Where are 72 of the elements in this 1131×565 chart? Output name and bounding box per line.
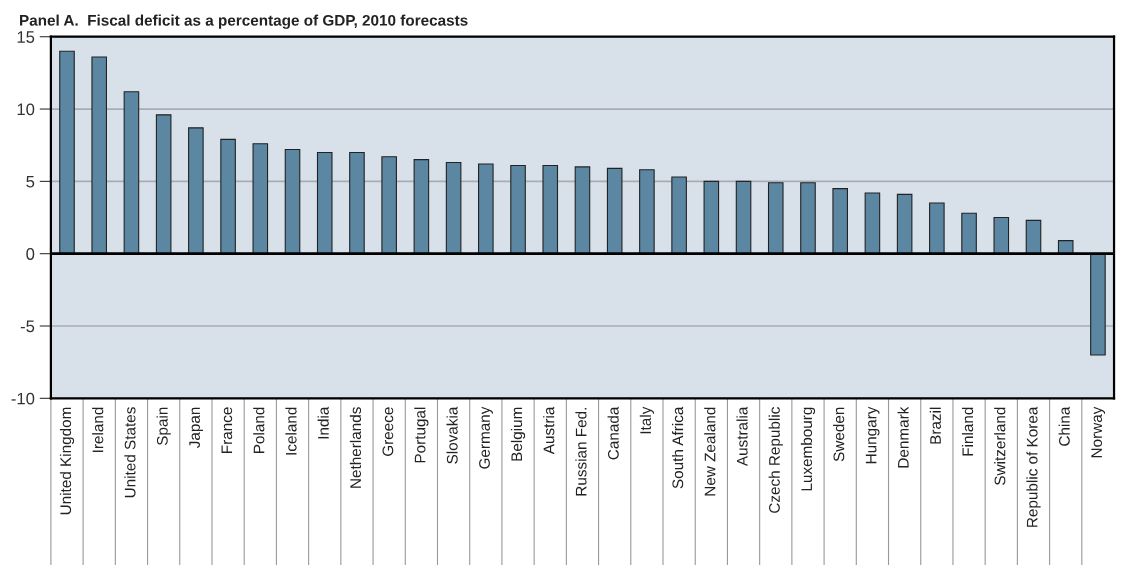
bar bbox=[864, 192, 881, 255]
bar bbox=[929, 202, 945, 255]
bar bbox=[510, 164, 526, 255]
x-tick-label: Poland bbox=[253, 407, 265, 453]
bar bbox=[349, 151, 365, 255]
x-tick-label: Germany bbox=[479, 406, 493, 469]
bar bbox=[413, 159, 430, 255]
x-tick-label: China bbox=[1058, 406, 1070, 446]
x-tick-label: Czech Republic bbox=[768, 407, 783, 513]
y-tick-label: 15 bbox=[17, 31, 35, 43]
y-tick-label: 10 bbox=[17, 103, 35, 116]
x-tick-label: United Kingdom bbox=[59, 407, 75, 515]
bar bbox=[703, 180, 720, 255]
bar bbox=[832, 188, 848, 255]
bar bbox=[735, 180, 752, 255]
y-tick-label: 0 bbox=[26, 248, 35, 260]
bar bbox=[671, 176, 687, 255]
bar bbox=[91, 56, 108, 255]
x-tick-label: Portugal bbox=[414, 407, 429, 463]
x-tick-label: Australia bbox=[736, 406, 748, 467]
y-tick-label: 5 bbox=[26, 175, 35, 188]
x-tick-label: India bbox=[317, 406, 329, 439]
x-tick-label: Hungary bbox=[865, 406, 880, 464]
bar bbox=[767, 182, 784, 255]
x-tick-label: France bbox=[221, 407, 233, 453]
bar bbox=[59, 50, 75, 255]
x-tick-label: Sweden bbox=[833, 407, 845, 462]
bar bbox=[252, 143, 269, 255]
bar bbox=[316, 151, 333, 255]
bar bbox=[574, 166, 591, 255]
x-tick-label: Austria bbox=[543, 406, 555, 455]
y-tick-label: -5 bbox=[20, 320, 35, 333]
bar bbox=[188, 127, 204, 255]
chart-title: Panel A. Fiscal deficit as a percentage of GDP, 2010 forecasts bbox=[20, 14, 468, 29]
x-tick-label: Luxembourg bbox=[800, 407, 816, 491]
x-tick-label: Denmark bbox=[897, 406, 909, 468]
bar bbox=[542, 164, 559, 255]
x-tick-label: Switzerland bbox=[994, 407, 1006, 485]
bar bbox=[123, 91, 140, 255]
bar bbox=[961, 212, 977, 255]
x-tick-label: Italy bbox=[639, 406, 655, 434]
x-tick-label: Iceland bbox=[285, 407, 297, 455]
bar bbox=[800, 182, 816, 255]
bar bbox=[155, 114, 172, 255]
x-tick-label: United States bbox=[124, 407, 136, 498]
bar bbox=[1090, 253, 1106, 356]
bar bbox=[639, 169, 655, 255]
bar bbox=[478, 163, 494, 255]
bar bbox=[381, 156, 397, 255]
x-tick-label: Russian Fed. bbox=[575, 408, 587, 496]
x-tick-label: Norway bbox=[1091, 406, 1106, 458]
x-tick-label: Ireland bbox=[92, 407, 104, 452]
bar bbox=[896, 193, 913, 255]
x-tick-label: Finland bbox=[961, 407, 974, 456]
x-tick-label: Belgium bbox=[510, 407, 526, 461]
x-tick-label: Brazil bbox=[929, 407, 941, 444]
bar bbox=[1025, 219, 1042, 255]
x-tick-label: South Africa bbox=[671, 406, 684, 489]
bar bbox=[220, 138, 236, 255]
x-tick-label: Slovakia bbox=[446, 406, 458, 464]
bar bbox=[445, 162, 462, 255]
x-tick-label: Greece bbox=[382, 407, 394, 456]
x-tick-label: Republic of Korea bbox=[1026, 406, 1041, 527]
y-tick-label: -10 bbox=[11, 392, 35, 405]
bar bbox=[993, 216, 1010, 255]
x-tick-label: Japan bbox=[189, 407, 203, 449]
x-tick-label: New Zealand bbox=[704, 407, 716, 496]
x-tick-label: Netherlands bbox=[349, 407, 362, 488]
bar bbox=[606, 167, 623, 255]
x-tick-label: Spain bbox=[156, 407, 171, 446]
bar bbox=[284, 148, 301, 255]
x-tick-label: Canada bbox=[607, 406, 619, 460]
